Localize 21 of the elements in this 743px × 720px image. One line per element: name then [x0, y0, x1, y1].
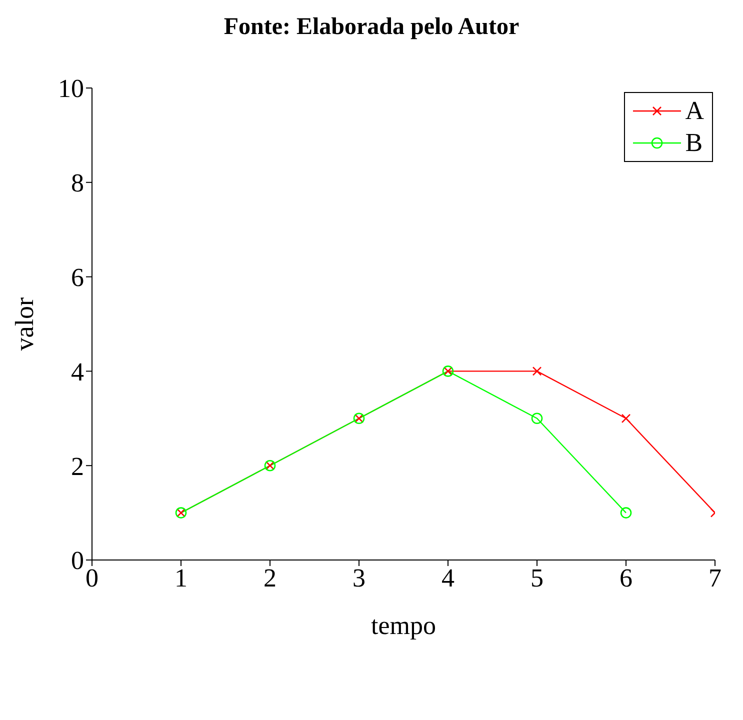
legend-label: B	[685, 128, 703, 158]
x-tick-label: 4	[442, 563, 454, 592]
y-tick-label: 10	[58, 74, 84, 104]
point	[621, 414, 631, 424]
y-tick-label: 8	[71, 168, 84, 198]
point	[532, 366, 542, 376]
y-axis-title: valor	[10, 296, 40, 351]
x-tick-label: 2	[264, 563, 276, 592]
x-axis-title: tempo	[371, 611, 436, 640]
legend-label: A	[685, 96, 704, 126]
y-tick-label: 4	[71, 357, 84, 386]
x-tick-label: 7	[708, 563, 722, 592]
point	[620, 507, 632, 518]
x-tick-label: 1	[174, 563, 188, 592]
y-tick-label: 6	[71, 263, 84, 292]
x-tick-label: 3	[352, 563, 366, 592]
chart-title: Fonte: Elaborada pelo Autor	[222, 14, 520, 41]
point	[531, 412, 543, 424]
x-tick-label: 5	[530, 563, 544, 592]
x-tick-label: 6	[620, 563, 632, 592]
y-tick-label: 2	[71, 452, 84, 481]
